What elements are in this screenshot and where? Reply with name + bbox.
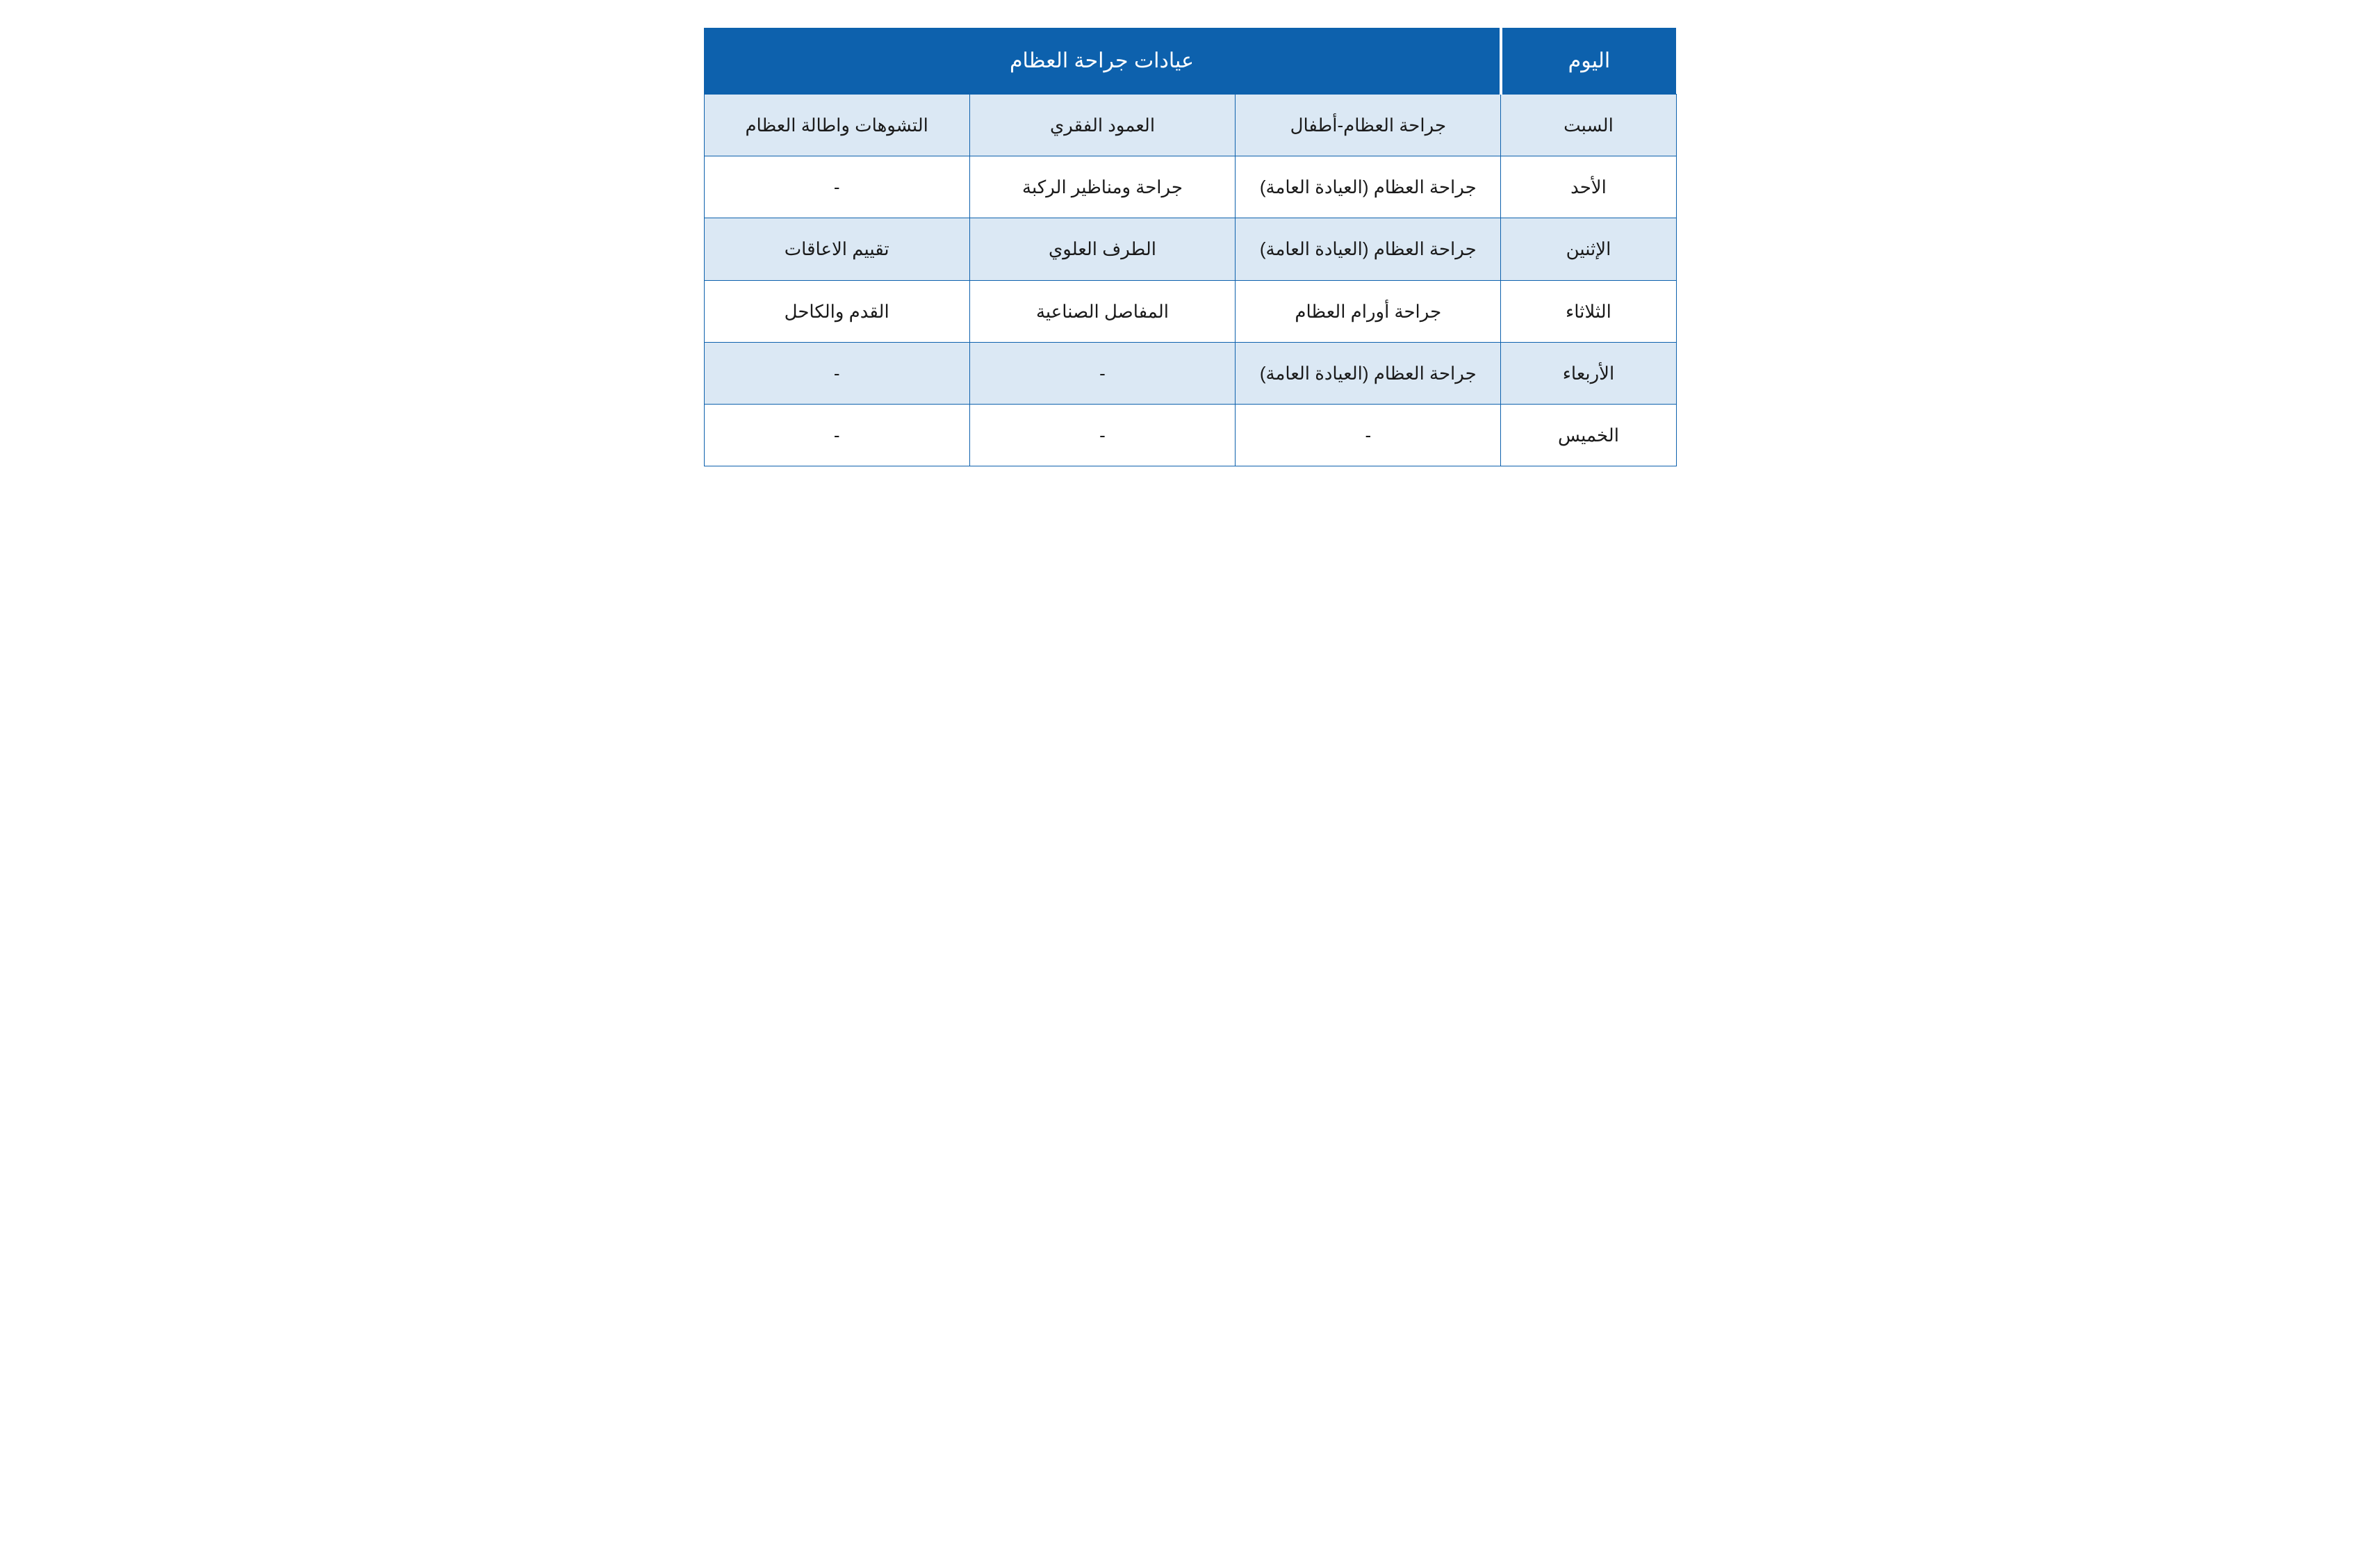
header-clinics: عيادات جراحة العظام: [704, 28, 1501, 95]
clinic-cell: العمود الفقري: [969, 95, 1235, 156]
day-cell: الأحد: [1501, 156, 1676, 218]
clinic-cell: جراحة ومناظير الركبة: [969, 156, 1235, 218]
day-cell: الثلاثاء: [1501, 280, 1676, 342]
clinic-cell: جراحة العظام-أطفال: [1236, 95, 1501, 156]
clinic-cell: -: [704, 404, 969, 466]
day-cell: السبت: [1501, 95, 1676, 156]
table-row: الإثنينجراحة العظام (العيادة العامة)الطر…: [704, 218, 1676, 280]
table-row: الخميس---: [704, 404, 1676, 466]
clinic-cell: التشوهات واطالة العظام: [704, 95, 969, 156]
clinic-cell: القدم والكاحل: [704, 280, 969, 342]
day-cell: الإثنين: [1501, 218, 1676, 280]
clinic-cell: -: [704, 342, 969, 404]
table-row: الأحدجراحة العظام (العيادة العامة)جراحة …: [704, 156, 1676, 218]
clinic-cell: -: [969, 404, 1235, 466]
day-cell: الأربعاء: [1501, 342, 1676, 404]
clinic-cell: جراحة أورام العظام: [1236, 280, 1501, 342]
clinic-cell: جراحة العظام (العيادة العامة): [1236, 218, 1501, 280]
day-cell: الخميس: [1501, 404, 1676, 466]
table-row: الأربعاءجراحة العظام (العيادة العامة)--: [704, 342, 1676, 404]
clinic-cell: المفاصل الصناعية: [969, 280, 1235, 342]
clinic-cell: -: [969, 342, 1235, 404]
clinic-cell: -: [1236, 404, 1501, 466]
clinic-cell: جراحة العظام (العيادة العامة): [1236, 156, 1501, 218]
orthopedic-schedule-table: اليوم عيادات جراحة العظام السبتجراحة الع…: [704, 28, 1677, 466]
header-day: اليوم: [1501, 28, 1676, 95]
clinic-cell: الطرف العلوي: [969, 218, 1235, 280]
table-body: السبتجراحة العظام-أطفالالعمود الفقريالتش…: [704, 95, 1676, 466]
table-row: السبتجراحة العظام-أطفالالعمود الفقريالتش…: [704, 95, 1676, 156]
clinic-cell: جراحة العظام (العيادة العامة): [1236, 342, 1501, 404]
clinic-cell: -: [704, 156, 969, 218]
table-row: الثلاثاءجراحة أورام العظامالمفاصل الصناع…: [704, 280, 1676, 342]
clinic-cell: تقييم الاعاقات: [704, 218, 969, 280]
table-header: اليوم عيادات جراحة العظام: [704, 28, 1676, 95]
